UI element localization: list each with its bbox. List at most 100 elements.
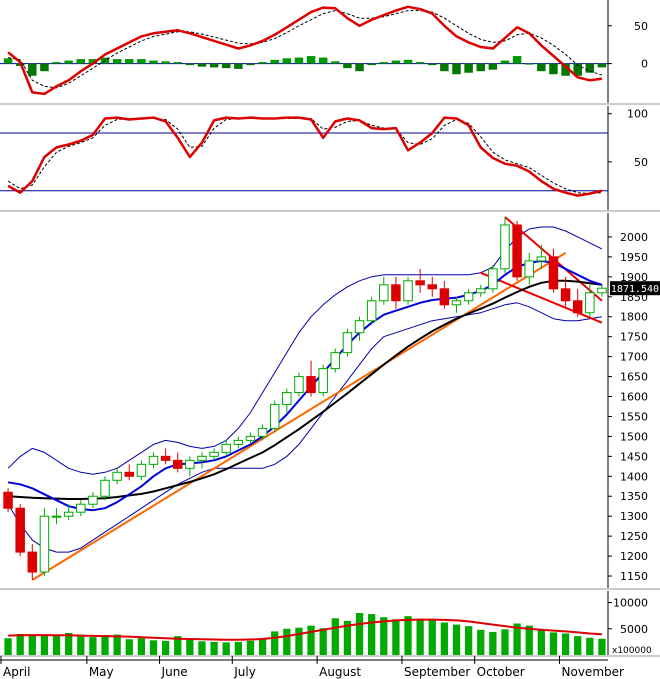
volume-bar bbox=[368, 614, 376, 655]
volume-bar bbox=[101, 635, 109, 655]
candle-body bbox=[318, 368, 328, 394]
volume-bar bbox=[89, 637, 97, 655]
candle-body bbox=[269, 403, 280, 429]
candle-body bbox=[197, 455, 207, 461]
macd-histogram-bar bbox=[464, 63, 473, 73]
candle-body bbox=[560, 288, 571, 302]
macd-histogram-bar bbox=[391, 60, 401, 64]
price-tick-label: 1200 bbox=[620, 550, 648, 563]
candle-body bbox=[15, 507, 25, 553]
month-label: September bbox=[404, 665, 470, 679]
candle-body bbox=[306, 376, 316, 394]
volume-bar bbox=[186, 639, 194, 655]
candle-body bbox=[536, 256, 547, 262]
volume-bar bbox=[113, 634, 121, 655]
candle-body bbox=[257, 427, 268, 437]
candle-body bbox=[403, 280, 413, 302]
macd-histogram-bar bbox=[221, 63, 231, 69]
price-tick-label: 1450 bbox=[620, 450, 648, 463]
candle-body bbox=[330, 352, 341, 370]
candle-body bbox=[294, 376, 304, 394]
macd-histogram-bar bbox=[173, 62, 182, 64]
volume-bar bbox=[464, 626, 473, 655]
macd-histogram-bar bbox=[185, 63, 195, 66]
volume-unit-label: x100000 bbox=[612, 646, 652, 656]
volume-bar bbox=[525, 625, 533, 655]
last-price-tag: 1871.540 bbox=[610, 281, 660, 296]
macd-histogram-bar bbox=[428, 63, 437, 66]
volume-bar bbox=[40, 634, 49, 655]
candle-body bbox=[488, 268, 498, 290]
macd-histogram-bar bbox=[234, 63, 243, 69]
macd-panel: 50 0 bbox=[0, 0, 660, 105]
lower-downtrend-trendline bbox=[480, 271, 603, 324]
volume-bar bbox=[586, 637, 594, 655]
volume-bar bbox=[307, 625, 315, 655]
volume-bar bbox=[149, 640, 158, 655]
moving-average-short bbox=[7, 259, 603, 512]
volume-bar bbox=[65, 632, 73, 655]
volume-bar bbox=[477, 629, 485, 655]
candle-body bbox=[100, 479, 110, 497]
volume-bar bbox=[210, 641, 218, 655]
price-tick-label: 1750 bbox=[620, 331, 648, 344]
volume-tick-label: 5000 bbox=[620, 623, 648, 636]
price-tick-label: 1250 bbox=[620, 530, 648, 543]
candle-body bbox=[136, 463, 147, 477]
volume-bar bbox=[355, 613, 364, 655]
macd-histogram-bar bbox=[112, 59, 122, 64]
macd-histogram-bar bbox=[88, 59, 98, 64]
candle-body bbox=[391, 284, 401, 302]
candle-body bbox=[342, 332, 353, 354]
macd-histogram-bar bbox=[137, 59, 146, 64]
month-label: August bbox=[319, 665, 361, 679]
last-price-label: 1871.540 bbox=[611, 284, 659, 295]
volume-bar bbox=[198, 641, 206, 655]
macd-histogram-bar bbox=[52, 62, 61, 64]
volume-bar bbox=[343, 620, 352, 655]
candle-body bbox=[172, 459, 183, 469]
macd-histogram-bar bbox=[573, 63, 582, 76]
volume-bar bbox=[392, 619, 400, 655]
candle-body bbox=[245, 435, 256, 441]
stochastic-k-line bbox=[7, 116, 603, 197]
macd-histogram-bar bbox=[561, 63, 570, 76]
macd-histogram-bar bbox=[64, 60, 73, 64]
macd-histogram-bar bbox=[440, 63, 449, 72]
month-label: November bbox=[562, 665, 624, 679]
macd-histogram-bar bbox=[209, 63, 219, 68]
month-label: October bbox=[477, 665, 525, 679]
volume-bar bbox=[283, 628, 291, 655]
macd-histogram-bar bbox=[585, 63, 595, 73]
volume-bar bbox=[137, 638, 146, 655]
volume-bar bbox=[452, 624, 461, 655]
volume-bar bbox=[416, 618, 424, 655]
candle-body bbox=[451, 300, 462, 306]
candle-body bbox=[463, 292, 474, 302]
macd-histogram-bar bbox=[343, 63, 352, 69]
volume-bar bbox=[319, 628, 327, 655]
macd-histogram-bar bbox=[415, 62, 425, 64]
candle-body bbox=[415, 280, 425, 286]
candle-body bbox=[572, 300, 583, 314]
volume-bar bbox=[331, 618, 339, 655]
macd-histogram-bar bbox=[367, 63, 376, 66]
candle-body bbox=[88, 495, 98, 505]
candle-body bbox=[379, 284, 389, 302]
volume-bar bbox=[258, 639, 267, 655]
month-label: April bbox=[3, 665, 30, 679]
candle-body bbox=[124, 471, 135, 477]
macd-histogram-bar bbox=[549, 63, 558, 75]
macd-histogram-bar bbox=[149, 60, 158, 64]
macd-histogram-bar bbox=[379, 62, 389, 64]
candle-body bbox=[282, 392, 292, 405]
macd-histogram-bar bbox=[524, 63, 534, 65]
candle-body bbox=[597, 287, 607, 294]
macd-tick-label: 0 bbox=[641, 58, 648, 71]
macd-histogram-bar bbox=[306, 56, 316, 64]
stochastic-panel: 100 50 bbox=[0, 106, 660, 212]
price-tick-label: 1800 bbox=[620, 311, 648, 324]
candle-body bbox=[51, 515, 62, 518]
candle-body bbox=[185, 459, 195, 469]
